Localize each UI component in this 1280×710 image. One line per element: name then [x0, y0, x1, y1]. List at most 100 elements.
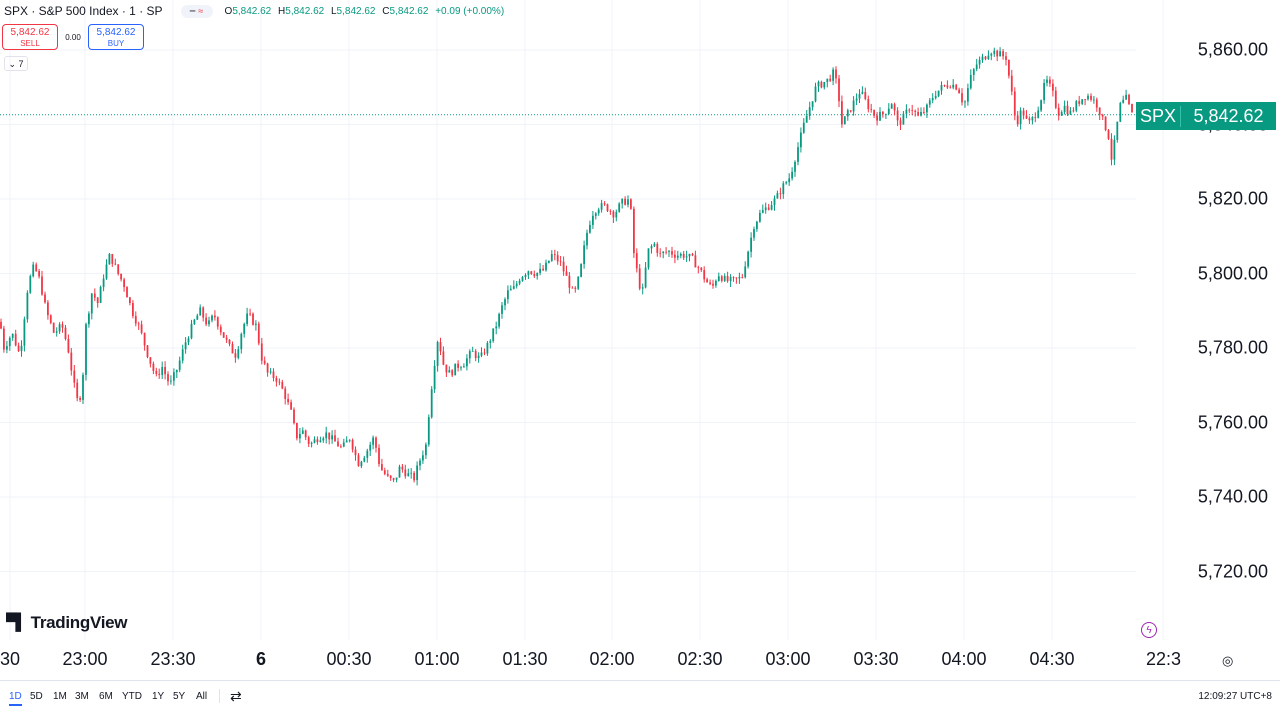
- candle: [76, 378, 79, 402]
- candle: [641, 283, 644, 295]
- candle: [644, 262, 647, 289]
- candle: [553, 249, 556, 261]
- candle: [266, 362, 269, 377]
- price-chart[interactable]: [0, 0, 1280, 680]
- calendar-range-icon[interactable]: ⇄: [230, 688, 242, 704]
- range-button-all[interactable]: All: [196, 691, 208, 702]
- candle: [703, 266, 706, 283]
- candle: [246, 307, 248, 327]
- candle: [126, 286, 128, 298]
- candle: [310, 441, 313, 448]
- candle: [568, 272, 571, 294]
- time-tick-label: 00:30: [326, 649, 372, 669]
- candle: [635, 248, 638, 273]
- candle: [44, 291, 46, 304]
- range-button-1m[interactable]: 1M: [53, 691, 67, 702]
- candle: [676, 250, 679, 261]
- candle: [480, 347, 483, 358]
- candle: [1046, 75, 1048, 87]
- candle: [876, 112, 878, 126]
- settings-icon[interactable]: ◎: [1222, 653, 1234, 668]
- range-button-6m[interactable]: 6M: [99, 691, 113, 702]
- candle: [64, 325, 67, 341]
- indicators-collapse-button[interactable]: ⌄ 7: [4, 56, 28, 71]
- candle: [249, 308, 251, 317]
- candle: [761, 204, 764, 214]
- candle: [498, 312, 500, 329]
- candle: [920, 107, 922, 117]
- candle: [967, 83, 969, 106]
- candle: [1093, 96, 1095, 104]
- buy-button[interactable]: 5,842.62 BUY: [88, 24, 144, 50]
- candle: [697, 265, 700, 274]
- candle: [427, 414, 430, 447]
- range-button-1y[interactable]: 1Y: [152, 691, 165, 702]
- candle: [1128, 93, 1130, 105]
- ohlc-close: 5,842.62: [389, 5, 429, 17]
- candle: [0, 318, 2, 330]
- candle: [278, 378, 281, 386]
- candle: [533, 270, 536, 278]
- range-button-5d[interactable]: 5D: [30, 691, 43, 702]
- lightning-icon[interactable]: ϟ: [1141, 622, 1157, 638]
- candle: [518, 278, 521, 286]
- tradingview-logo[interactable]: ▀▌ TradingView: [6, 613, 128, 633]
- time-tick-label: 04:30: [1029, 649, 1075, 669]
- candle: [653, 242, 656, 248]
- candle: [879, 107, 881, 121]
- candle: [1013, 87, 1016, 121]
- candle: [307, 435, 310, 447]
- ohlc-low: 5,842.62: [336, 5, 376, 17]
- candle: [319, 436, 322, 443]
- candle: [102, 274, 105, 292]
- candle: [773, 195, 776, 211]
- range-button-ytd[interactable]: YTD: [122, 691, 142, 702]
- candle: [914, 109, 917, 117]
- candle: [524, 273, 527, 280]
- candle: [228, 339, 231, 347]
- logo-text: TradingView: [30, 613, 128, 632]
- candle: [401, 464, 404, 473]
- candle: [656, 242, 659, 257]
- candles: [0, 47, 1133, 486]
- candle: [890, 103, 893, 109]
- range-button-5y[interactable]: 5Y: [173, 691, 186, 702]
- candle: [999, 47, 1001, 57]
- candle: [674, 250, 676, 264]
- candle: [360, 460, 363, 469]
- indicator-toggle[interactable]: ━ ≈: [180, 4, 213, 18]
- candle: [375, 436, 377, 453]
- candle: [425, 442, 427, 459]
- candle: [899, 117, 902, 130]
- candle: [237, 346, 240, 360]
- range-button-3m[interactable]: 3M: [75, 691, 89, 702]
- candle: [870, 103, 873, 113]
- candle: [785, 180, 788, 185]
- candle: [668, 250, 670, 257]
- symbol-title[interactable]: SPX · S&P 500 Index · 1 · SP: [4, 4, 163, 18]
- candle: [231, 341, 234, 354]
- candle: [747, 250, 749, 269]
- candle: [1125, 89, 1127, 100]
- candle: [287, 393, 289, 405]
- candle: [797, 142, 799, 166]
- candle: [1008, 59, 1010, 79]
- timezone-clock[interactable]: 12:09:27 UTC+8: [1198, 691, 1272, 702]
- candle: [296, 422, 298, 441]
- candle: [776, 190, 779, 199]
- sell-button[interactable]: 5,842.62 SELL: [2, 24, 58, 50]
- candle: [882, 110, 884, 118]
- candle: [1022, 107, 1025, 120]
- range-button-1d[interactable]: 1D: [9, 691, 22, 706]
- candle: [419, 458, 421, 471]
- candle: [972, 67, 975, 81]
- candle: [61, 321, 64, 333]
- candle: [1025, 110, 1028, 119]
- candle: [603, 201, 606, 206]
- candle: [849, 110, 852, 113]
- candle: [187, 336, 190, 346]
- candle: [729, 274, 732, 287]
- candle: [460, 365, 462, 371]
- candle: [509, 285, 512, 291]
- candle: [1087, 93, 1089, 101]
